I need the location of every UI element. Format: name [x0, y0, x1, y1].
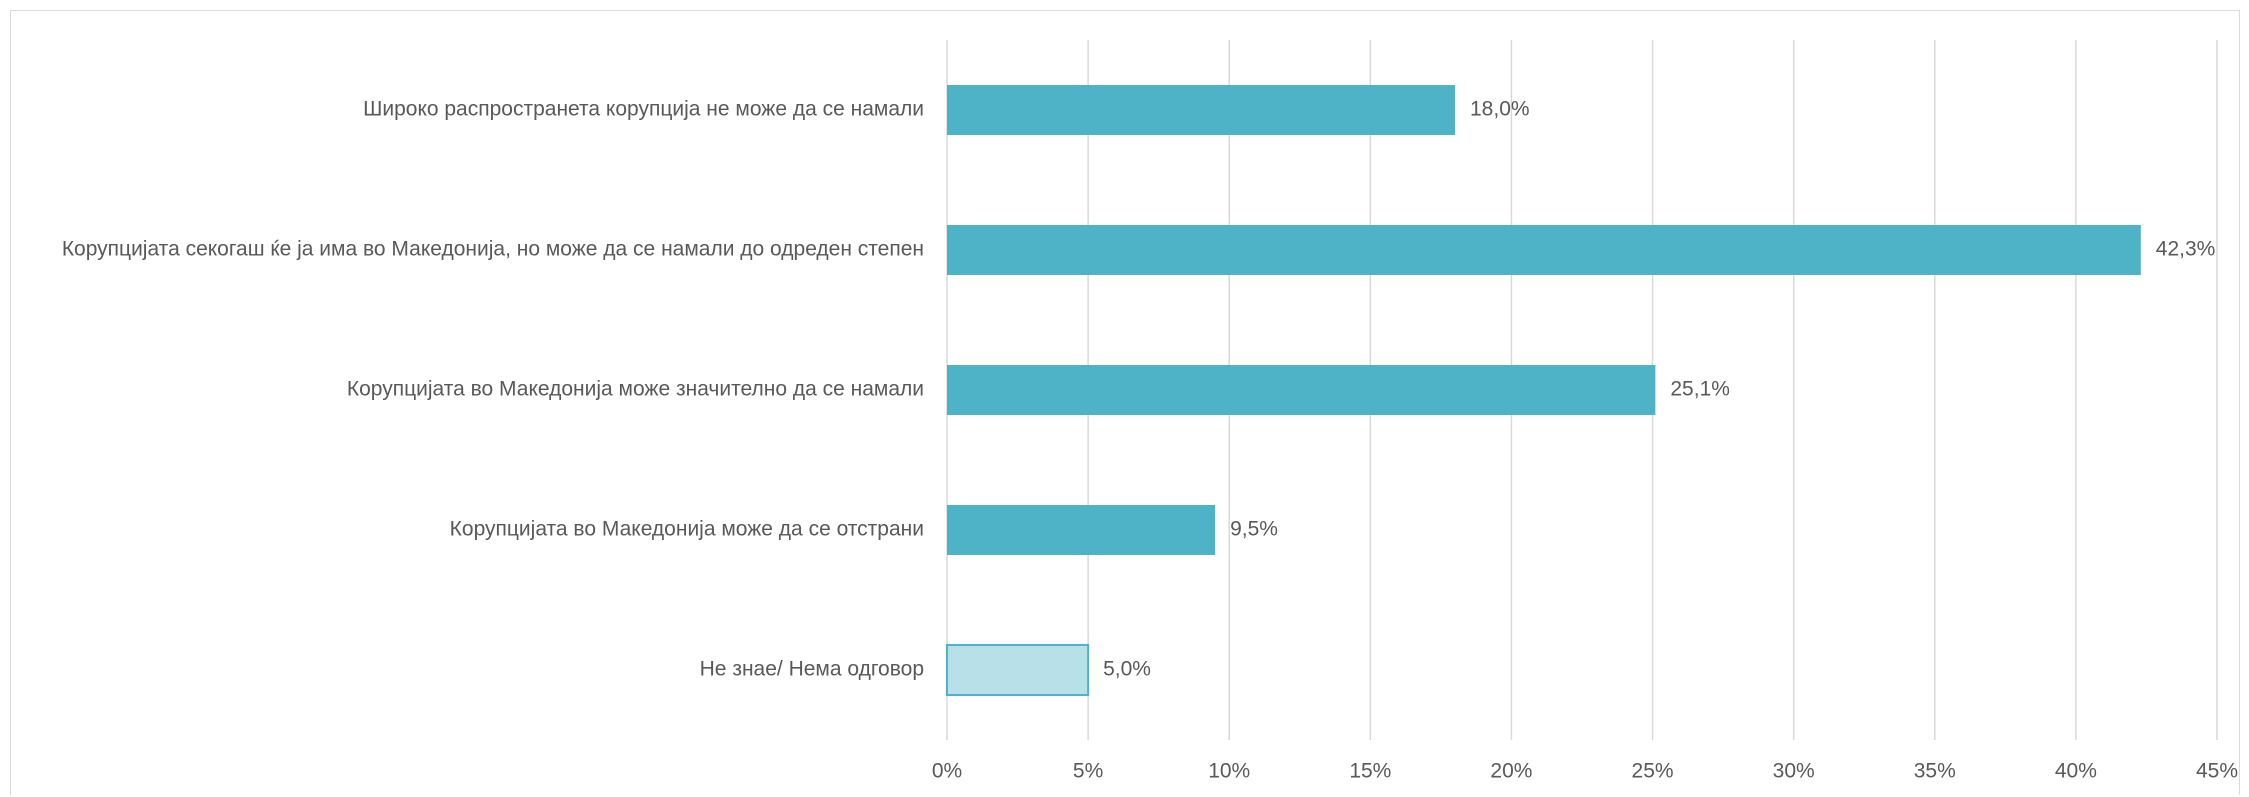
bar-0: [947, 85, 1455, 135]
data-label-1: 42,3%: [2156, 238, 2216, 261]
x-tick-label-9: 45%: [2196, 760, 2238, 783]
x-tick-label-0: 0%: [932, 760, 962, 783]
x-tick-label-8: 40%: [2055, 760, 2097, 783]
data-label-0: 18,0%: [1470, 98, 1530, 121]
category-label-4: Не знае/ Нема одговор: [700, 658, 924, 681]
data-label-4: 5,0%: [1103, 658, 1151, 681]
bar-3: [947, 505, 1216, 555]
bar-1: [947, 225, 2141, 275]
x-tick-label-6: 30%: [1773, 760, 1815, 783]
x-tick-label-2: 10%: [1208, 760, 1250, 783]
x-tick-label-3: 15%: [1349, 760, 1391, 783]
data-label-3: 9,5%: [1230, 518, 1278, 541]
x-tick-label-5: 25%: [1632, 760, 1674, 783]
bar-4: [946, 644, 1090, 696]
category-label-0: Широко распространета корупција не може …: [363, 98, 924, 121]
category-label-2: Корупцијата во Македонија може значителн…: [347, 378, 924, 401]
bar-2: [947, 365, 1656, 415]
category-label-3: Корупцијата во Македонија може да се отс…: [450, 518, 924, 541]
category-label-1: Корупцијата секогаш ќе ја има во Македон…: [62, 238, 924, 261]
x-tick-label-4: 20%: [1490, 760, 1532, 783]
x-tick-label-1: 5%: [1073, 760, 1103, 783]
data-label-2: 25,1%: [1670, 378, 1730, 401]
x-tick-label-7: 35%: [1914, 760, 1956, 783]
